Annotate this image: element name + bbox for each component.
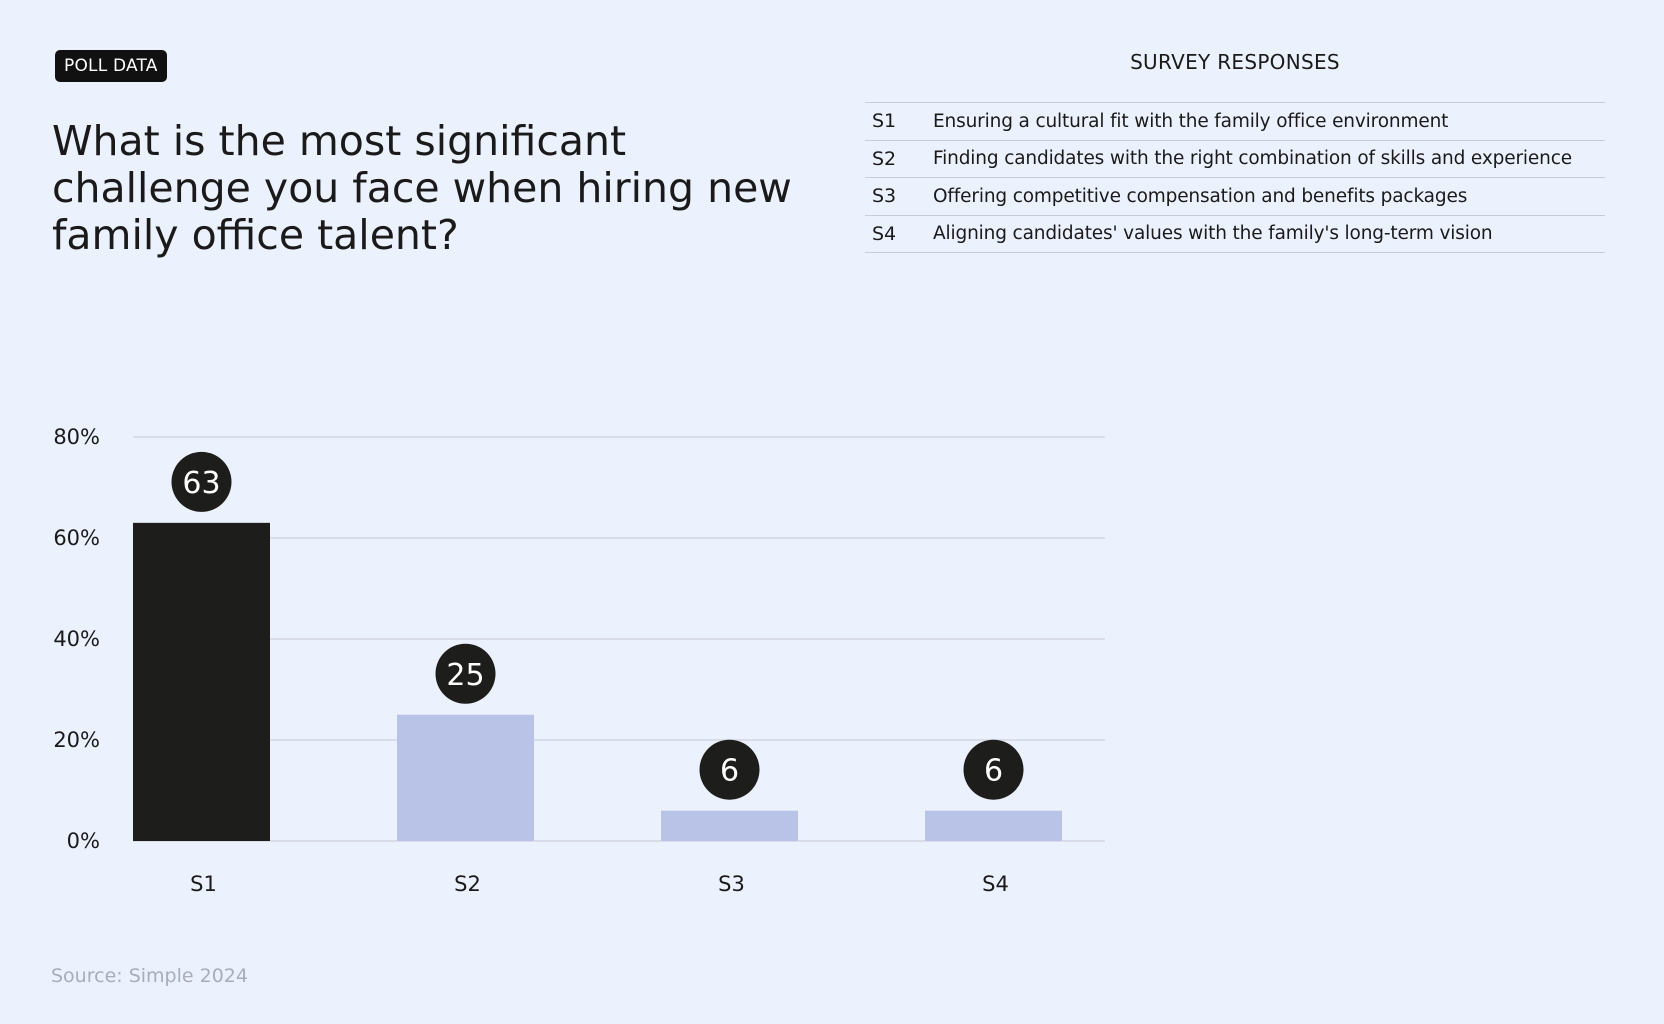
x-tick-label: S4 [982, 872, 1009, 896]
legend-text: Finding candidates with the right combin… [933, 148, 1572, 170]
bar [925, 810, 1062, 841]
survey-responses-legend: S1 Ensuring a cultural fit with the fami… [865, 102, 1605, 253]
data-label: 6 [984, 754, 1003, 789]
legend-row: S1 Ensuring a cultural fit with the fami… [865, 103, 1605, 141]
bar [661, 810, 798, 841]
x-tick-label: S2 [454, 872, 481, 896]
y-tick-label: 40% [53, 627, 100, 651]
data-label: 63 [182, 466, 220, 501]
data-label: 6 [720, 754, 739, 789]
data-label-bubble [435, 643, 496, 704]
data-label-bubble [699, 739, 760, 800]
legend-code: S4 [872, 222, 897, 245]
x-tick-label: S1 [190, 872, 217, 896]
y-tick-label: 60% [53, 526, 100, 550]
legend-code: S2 [872, 147, 897, 170]
bar-chart: 0% 20% 40% 60% 80% 63 S1 25 S2 6 S3 6 S4 [53, 425, 1105, 896]
legend-text: Offering competitive compensation and be… [933, 185, 1468, 207]
data-label: 25 [446, 658, 484, 693]
x-tick-label: S3 [718, 872, 745, 896]
legend-text: Aligning candidates' values with the fam… [933, 223, 1493, 245]
legend-title: SURVEY RESPONSES [1130, 50, 1340, 74]
bar [133, 522, 270, 841]
question-title: What is the most significant challenge y… [52, 117, 792, 259]
legend-code: S1 [872, 110, 897, 133]
poll-data-badge: POLL DATA [55, 50, 167, 82]
legend-row: S4 Aligning candidates' values with the … [865, 216, 1605, 253]
data-label-bubble [171, 451, 232, 512]
y-tick-label: 0% [67, 829, 100, 853]
legend-row: S2 Finding candidates with the right com… [865, 141, 1605, 178]
legend-code: S3 [872, 185, 897, 208]
legend-row: S3 Offering competitive compensation and… [865, 178, 1605, 216]
y-tick-label: 20% [53, 728, 100, 752]
data-label-bubble [963, 739, 1024, 800]
bar [397, 714, 534, 841]
source-note: Source: Simple 2024 [51, 965, 248, 987]
y-tick-label: 80% [53, 425, 100, 449]
legend-text: Ensuring a cultural fit with the family … [933, 110, 1449, 132]
